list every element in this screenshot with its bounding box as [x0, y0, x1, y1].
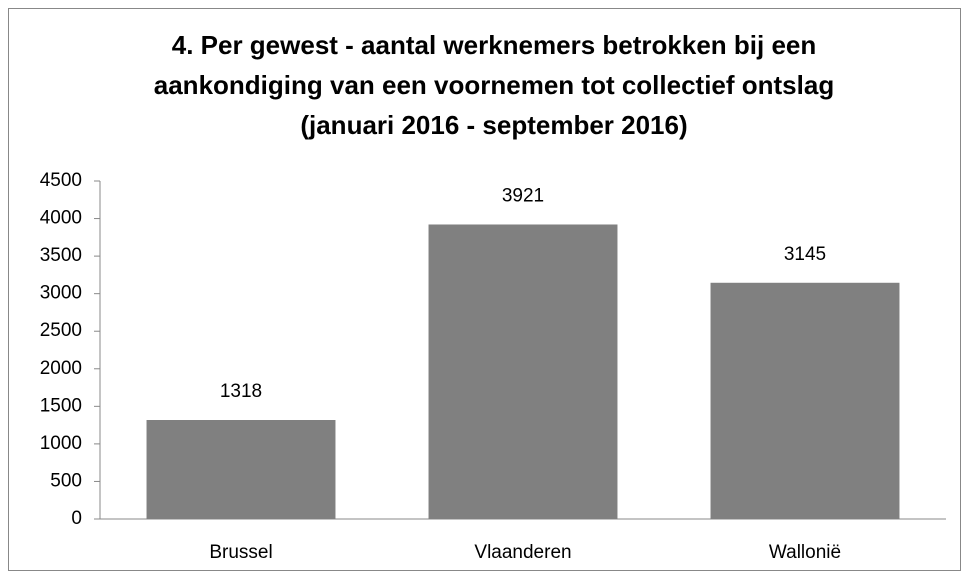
- y-tick-label: 3500: [40, 245, 82, 266]
- y-tick-label: 3000: [40, 283, 82, 304]
- y-tick-label: 0: [71, 508, 82, 529]
- data-label: 1318: [220, 381, 262, 402]
- chart-title: aankondiging van een voornemen tot colle…: [154, 70, 834, 100]
- chart-title: (januari 2016 - september 2016): [300, 110, 687, 140]
- data-label: 3145: [784, 244, 826, 265]
- y-tick-label: 2500: [40, 320, 82, 341]
- bar: [710, 282, 900, 519]
- x-tick-label: Wallonië: [769, 542, 841, 563]
- y-tick-label: 1000: [40, 433, 82, 454]
- y-tick-label: 4000: [40, 208, 82, 229]
- x-tick-label: Brussel: [209, 542, 272, 563]
- x-tick-label: Vlaanderen: [474, 542, 571, 563]
- y-tick-label: 4500: [40, 170, 82, 191]
- y-tick-label: 1500: [40, 395, 82, 416]
- y-tick-label: 500: [50, 470, 82, 491]
- bar: [428, 224, 618, 520]
- chart-title: 4. Per gewest - aantal werknemers betrok…: [172, 30, 817, 60]
- y-tick-label: 2000: [40, 358, 82, 379]
- data-label: 3921: [502, 186, 544, 207]
- bar: [146, 420, 336, 519]
